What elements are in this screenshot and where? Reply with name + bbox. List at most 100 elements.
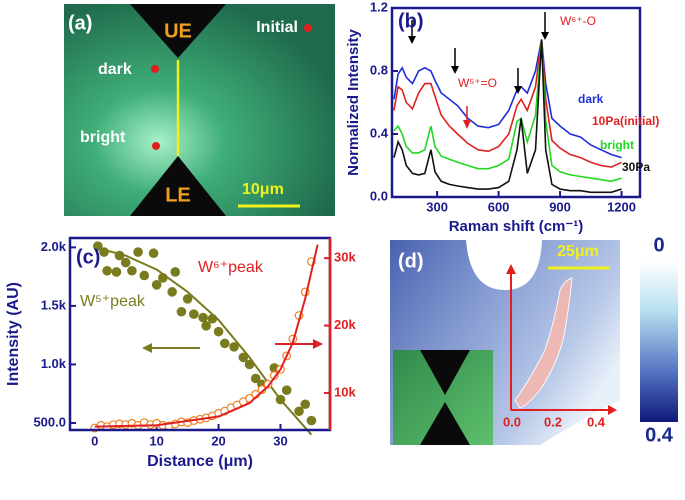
x-axis-label: Distance (μm): [147, 453, 253, 470]
x-tick-label: 900: [549, 199, 571, 214]
panel-a: (a) UE LE Initial dark bright 10μm: [64, 4, 335, 216]
y-tick-label: 500.0: [33, 414, 66, 429]
y-axis-label: Normalized Intensity: [345, 28, 362, 175]
point: [148, 248, 159, 259]
series-line: [393, 39, 622, 183]
legend-label: dark: [578, 92, 604, 106]
point: [300, 399, 311, 410]
electrode-cutout: [466, 240, 542, 290]
series-line: [393, 39, 622, 168]
y2-tick-label: 20k: [334, 317, 356, 332]
colorbar: [640, 262, 678, 422]
scale-label: 25μm: [557, 243, 599, 260]
colorbar-label: 0: [653, 234, 664, 256]
panel-d: (d) 25μm 0.0 0.2 0.4 0 0.4: [390, 234, 678, 446]
panel-label: (c): [76, 246, 100, 268]
point: [127, 265, 137, 276]
colorbar-label: 0.4: [645, 424, 674, 446]
point: [170, 267, 181, 277]
point: [304, 24, 312, 32]
point-label: bright: [80, 129, 126, 146]
arrow-head: [451, 66, 459, 74]
point: [167, 287, 177, 297]
point: [111, 267, 122, 277]
electrode-label: LE: [165, 184, 191, 206]
axis-arrow: [608, 405, 617, 415]
point: [294, 406, 304, 417]
point: [213, 326, 224, 337]
inset-electrode: [420, 402, 470, 445]
arrow-head: [463, 120, 471, 129]
arrow-head: [514, 86, 522, 94]
y-tick-label: 0.4: [370, 125, 389, 140]
point: [198, 312, 208, 323]
x-tick-label: 1200: [607, 199, 636, 214]
point-label: dark: [98, 61, 132, 78]
point: [219, 338, 230, 349]
inset-tick-label: 0.4: [587, 414, 606, 429]
axis-arrow: [506, 264, 516, 274]
fit-line: [94, 246, 313, 436]
point: [189, 309, 199, 319]
point-label: Initial: [256, 19, 298, 36]
inset-tick-label: 0.2: [544, 414, 562, 429]
x-tick-label: 30: [273, 433, 287, 448]
inset-electrode: [420, 350, 470, 395]
point: [306, 415, 317, 426]
point: [281, 385, 292, 395]
y-tick-label: 0.8: [370, 62, 388, 77]
point: [151, 280, 162, 290]
y2-tick-label: 30k: [334, 250, 356, 265]
point: [250, 373, 261, 384]
series-line: [393, 39, 622, 194]
legend-label: bright: [600, 138, 634, 152]
x-tick-label: 20: [211, 433, 225, 448]
profile-cloud: [514, 277, 573, 409]
y-tick-label: 1.2: [370, 0, 388, 14]
point: [152, 142, 160, 150]
legend-label: W⁶⁺peak: [198, 259, 264, 276]
fit-line: [94, 244, 319, 428]
legend-label: W⁵⁺peak: [80, 293, 146, 310]
point: [238, 352, 249, 363]
y-tick-label: 1.0k: [41, 356, 67, 371]
arrow-head: [313, 339, 323, 349]
annotation: W⁵⁺=O: [458, 76, 497, 90]
arrow-head: [142, 343, 152, 353]
y-tick-label: 0.0: [370, 188, 388, 203]
scale-label: 10μm: [242, 181, 284, 198]
point: [201, 321, 211, 331]
legend-label: 10Pa(initial): [592, 114, 659, 128]
plot-frame: [390, 6, 642, 199]
lower-electrode: [130, 156, 226, 216]
x-tick-label: 300: [426, 199, 448, 214]
y-tick-label: 1.5k: [41, 297, 67, 312]
panel-label: (d): [398, 250, 424, 272]
electrode-label: UE: [164, 20, 192, 42]
annotation: W⁶⁺-O: [560, 14, 596, 28]
arrow-head: [408, 36, 416, 44]
point: [176, 306, 187, 317]
map-edge: [540, 400, 620, 445]
series-line: [393, 39, 622, 159]
x-axis-label: Raman shift (cm⁻¹): [449, 218, 584, 235]
point: [139, 270, 150, 281]
x-tick-label: 0: [91, 433, 98, 448]
panel-label: (a): [68, 12, 92, 34]
panel-label: (b): [398, 10, 424, 32]
inset-tick-label: 0.0: [503, 414, 521, 429]
point: [133, 247, 143, 257]
micrograph: [64, 4, 335, 216]
x-tick-label: 600: [488, 199, 510, 214]
y-axis-label: Intensity (AU): [5, 282, 22, 386]
arrow-head: [541, 32, 549, 40]
point: [120, 257, 131, 268]
point: [102, 265, 112, 276]
point: [151, 65, 159, 73]
y2-tick-label: 10k: [334, 384, 356, 399]
point: [182, 294, 193, 304]
point: [229, 342, 239, 352]
x-tick-label: 10: [149, 433, 163, 448]
upper-electrode: [130, 4, 226, 58]
